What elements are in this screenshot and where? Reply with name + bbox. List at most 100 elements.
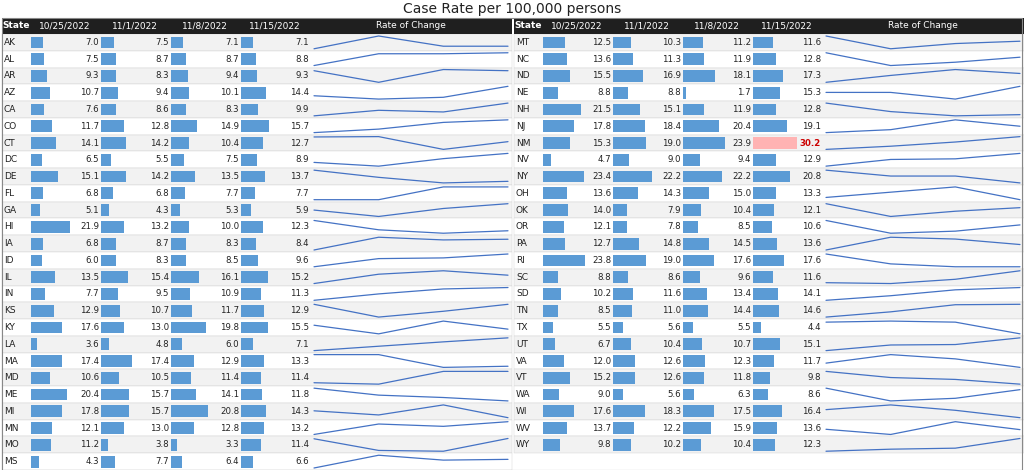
Text: 17.4: 17.4 [150, 357, 169, 366]
Bar [101, 238, 117, 250]
Bar [514, 336, 1024, 352]
Bar [31, 355, 61, 367]
Bar [613, 204, 627, 216]
Text: 15.9: 15.9 [732, 423, 751, 432]
Text: 10.6: 10.6 [80, 373, 99, 382]
Text: 12.8: 12.8 [220, 423, 239, 432]
Bar [613, 70, 643, 82]
Text: 10.5: 10.5 [150, 373, 169, 382]
Text: 5.5: 5.5 [597, 323, 611, 332]
Text: TN: TN [516, 306, 528, 315]
Bar [514, 151, 1024, 168]
Bar [241, 87, 266, 99]
Bar [514, 51, 1024, 68]
Text: NE: NE [516, 88, 528, 97]
Text: PA: PA [516, 239, 527, 248]
Text: 12.3: 12.3 [290, 222, 309, 231]
Bar [683, 422, 711, 434]
Bar [101, 221, 124, 233]
Text: VA: VA [516, 357, 527, 366]
Text: 11.2: 11.2 [732, 38, 751, 47]
Text: 11/15/2022: 11/15/2022 [761, 22, 813, 31]
Bar [2, 151, 512, 168]
Bar [101, 372, 120, 384]
Text: 12.0: 12.0 [592, 357, 611, 366]
Bar [753, 288, 778, 300]
Bar [753, 120, 786, 132]
Text: 14.5: 14.5 [732, 239, 751, 248]
Text: 5.3: 5.3 [225, 205, 239, 215]
Text: ND: ND [516, 71, 529, 80]
Text: 17.6: 17.6 [80, 323, 99, 332]
Text: 21.5: 21.5 [592, 105, 611, 114]
Text: 11.7: 11.7 [220, 306, 239, 315]
Bar [101, 37, 115, 48]
Bar [753, 37, 773, 48]
Text: 9.8: 9.8 [597, 440, 611, 449]
Bar [753, 103, 775, 115]
Bar [753, 271, 773, 283]
Text: 4.3: 4.3 [156, 205, 169, 215]
Bar [31, 37, 43, 48]
Bar [171, 221, 188, 233]
Text: 5.5: 5.5 [156, 155, 169, 164]
Text: 6.5: 6.5 [85, 155, 99, 164]
Bar [543, 288, 561, 300]
Bar [241, 406, 266, 417]
Text: LA: LA [4, 340, 15, 349]
Text: 23.9: 23.9 [732, 139, 751, 148]
Text: 9.8: 9.8 [808, 373, 821, 382]
Text: 13.5: 13.5 [80, 273, 99, 282]
Bar [753, 171, 790, 182]
Bar [2, 202, 512, 219]
Bar [613, 103, 640, 115]
Bar [514, 101, 1024, 118]
Bar [514, 235, 1024, 252]
Text: NV: NV [516, 155, 528, 164]
Text: 10.2: 10.2 [592, 290, 611, 298]
Bar [31, 87, 50, 99]
Bar [2, 68, 512, 84]
Bar [753, 406, 782, 417]
Bar [613, 439, 631, 451]
Bar [543, 137, 570, 149]
Text: 11.3: 11.3 [290, 290, 309, 298]
Text: 8.5: 8.5 [597, 306, 611, 315]
Text: State: State [514, 22, 542, 31]
Bar [683, 439, 701, 451]
Text: 8.8: 8.8 [597, 273, 611, 282]
Text: 9.6: 9.6 [296, 256, 309, 265]
Bar [514, 202, 1024, 219]
Bar [613, 406, 645, 417]
Bar [613, 288, 634, 300]
Text: NM: NM [516, 139, 530, 148]
Text: 5.1: 5.1 [85, 205, 99, 215]
Text: SC: SC [516, 273, 528, 282]
Bar [241, 254, 258, 266]
Bar [101, 53, 117, 65]
Bar [683, 154, 699, 165]
Text: 14.1: 14.1 [802, 290, 821, 298]
Bar [514, 302, 1024, 319]
Bar [683, 238, 709, 250]
Bar [753, 305, 778, 317]
Bar [543, 53, 567, 65]
Bar [101, 271, 128, 283]
Text: State: State [2, 22, 30, 31]
Bar [101, 188, 113, 199]
Text: 12.1: 12.1 [80, 423, 99, 432]
Bar [683, 137, 725, 149]
Bar [171, 171, 195, 182]
Text: 17.8: 17.8 [80, 407, 99, 416]
Text: 7.1: 7.1 [295, 340, 309, 349]
Bar [514, 386, 1024, 403]
Text: WV: WV [516, 423, 531, 432]
Text: 6.8: 6.8 [156, 189, 169, 198]
Text: 8.6: 8.6 [156, 105, 169, 114]
Bar [753, 137, 797, 149]
Text: 15.3: 15.3 [802, 88, 821, 97]
Text: 12.9: 12.9 [290, 306, 309, 315]
Bar [171, 204, 180, 216]
Text: MN: MN [4, 423, 18, 432]
Bar [753, 254, 784, 266]
